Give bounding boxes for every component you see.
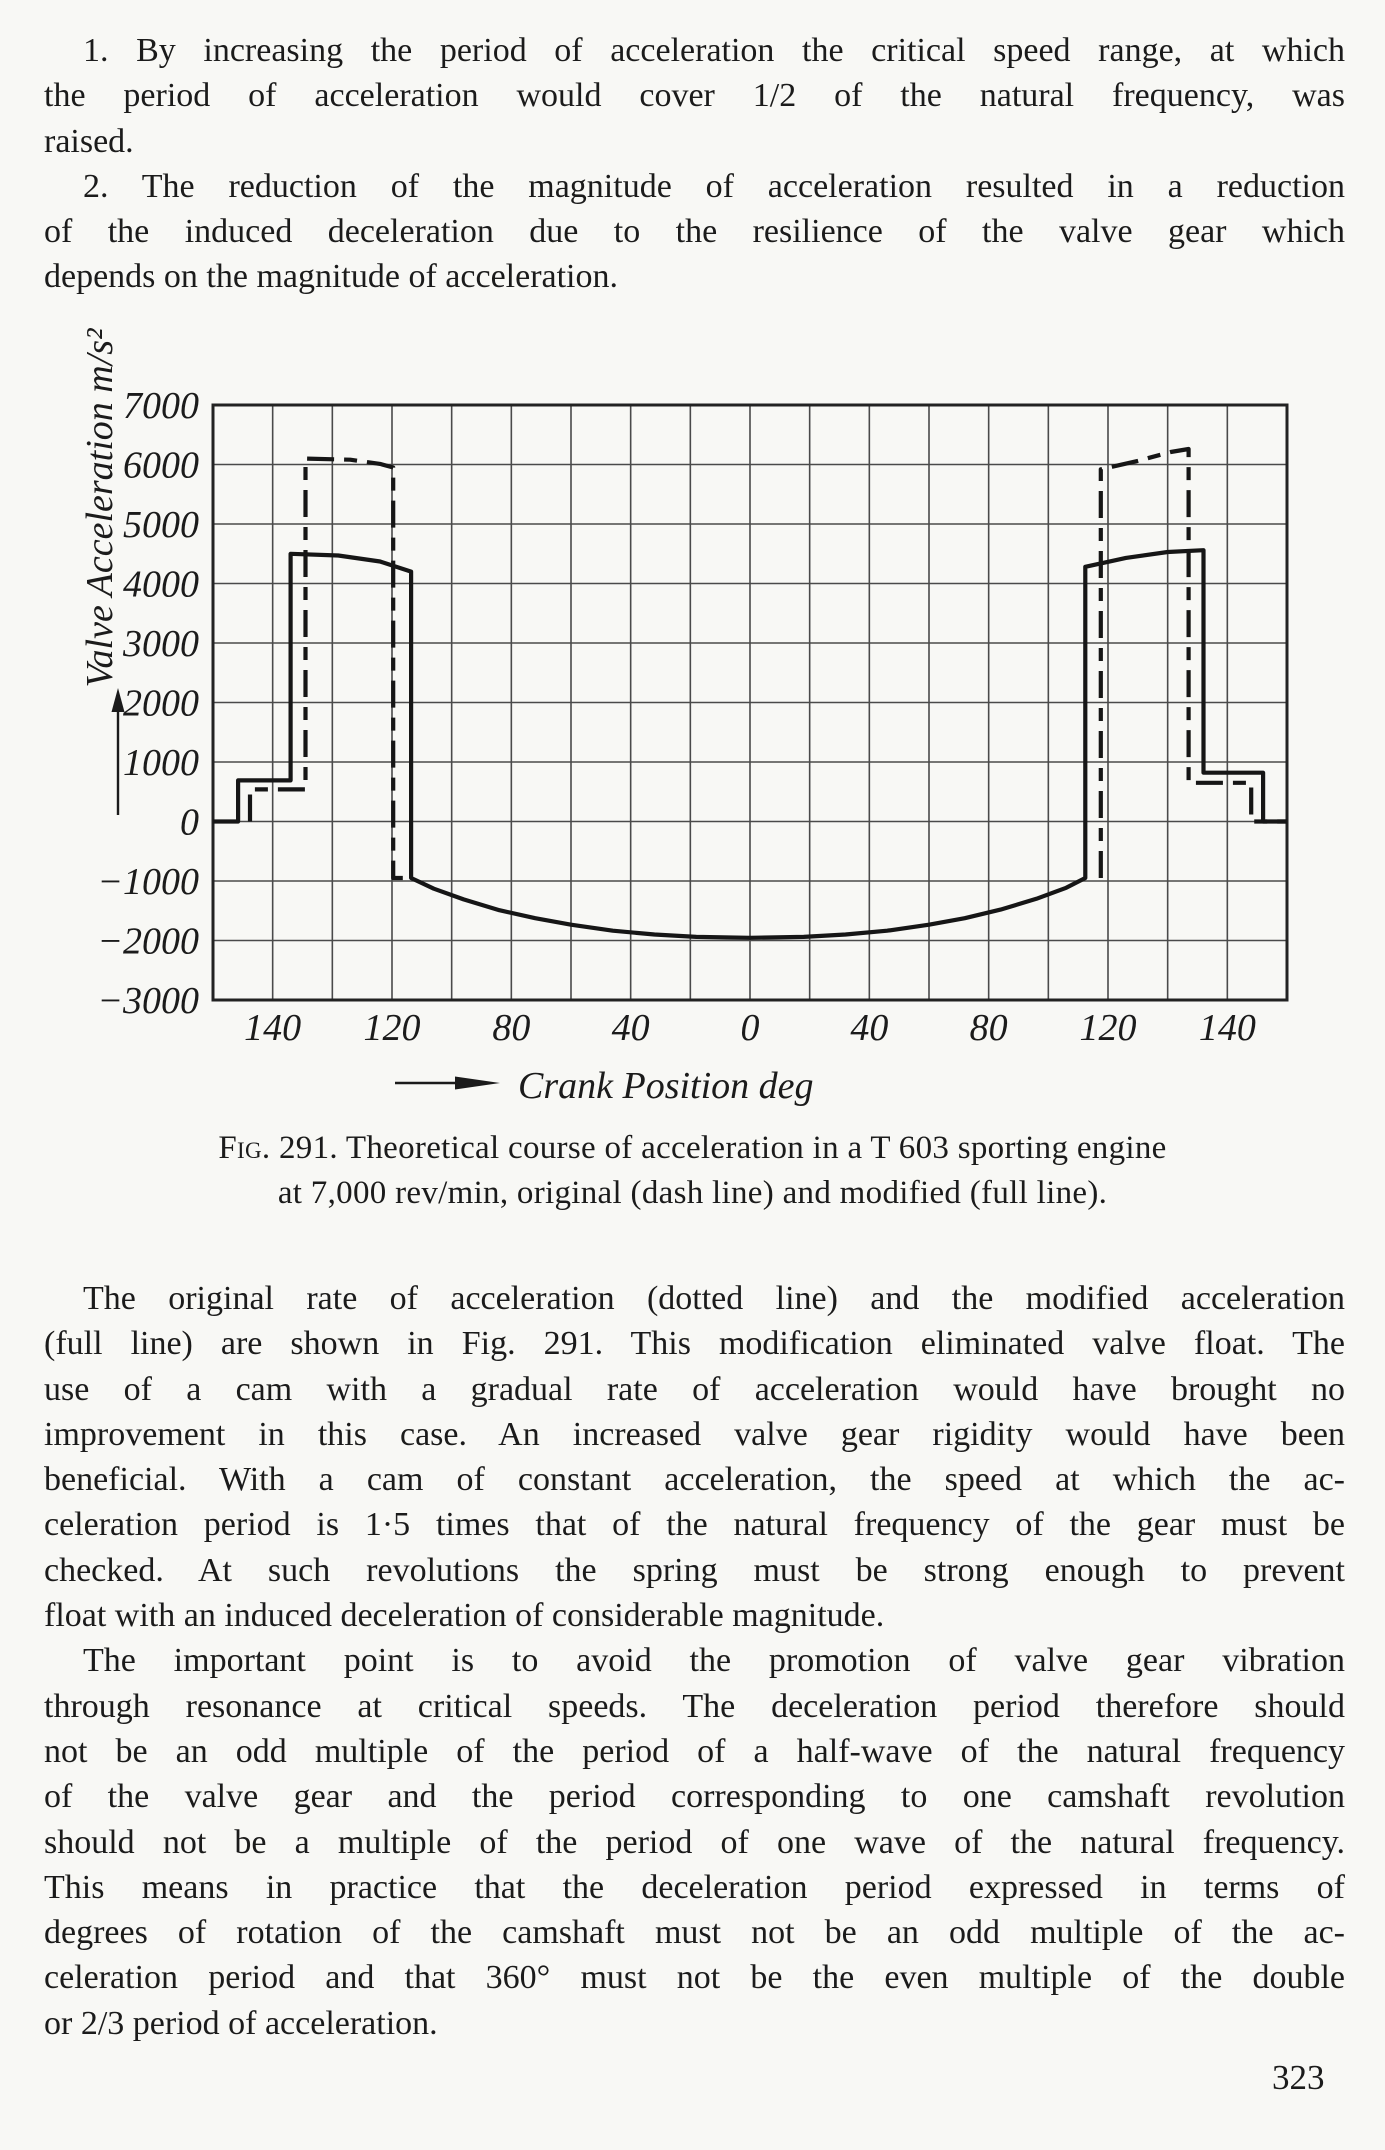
paragraph-line: raised. [44, 122, 134, 160]
y-tick-label: 3000 [122, 623, 199, 665]
page-number: 323 [1272, 2058, 1325, 2097]
paragraph-line: improvement in this case. An increased v… [44, 1415, 1345, 1453]
paragraph-line: not be an odd multiple of the period of … [44, 1732, 1345, 1770]
x-tick-label: 80 [970, 1007, 1008, 1049]
x-axis-arrow-head [455, 1076, 500, 1090]
paragraph-line: depends on the magnitude of acceleration… [44, 258, 618, 296]
paragraph-line: The important point is to avoid the prom… [83, 1642, 1345, 1680]
chart-grid [212, 404, 1288, 1001]
x-tick-label: 0 [741, 1007, 760, 1049]
paragraph-line: through resonance at critical speeds. Th… [44, 1687, 1345, 1725]
paragraph-line: the period of acceleration would cover 1… [44, 77, 1345, 115]
x-tick-label: 80 [492, 1007, 530, 1049]
paragraph-line: should not be a multiple of the period o… [44, 1823, 1345, 1861]
x-tick-label: 40 [612, 1007, 650, 1049]
figure-caption-text: Theoretical course of acceleration in a … [337, 1130, 1167, 1166]
y-tick-label: 6000 [123, 445, 199, 487]
acceleration-chart: 7000 6000 5000 4000 3000 2000 1000 0 −1000 −2000 −… [79, 328, 1289, 1107]
y-tick-label: 7000 [123, 385, 199, 427]
y-tick-label: 1000 [123, 742, 199, 784]
paragraph-line: checked. At such revolutions the spring … [44, 1551, 1345, 1589]
y-tick-label: −3000 [97, 980, 199, 1022]
paragraph-line: beneficial. With a cam of constant accel… [44, 1461, 1345, 1499]
paragraph-line: of the valve gear and the period corresp… [44, 1778, 1345, 1816]
x-tick-label: 120 [1080, 1007, 1137, 1049]
paragraph-line: or 2/3 period of acceleration. [44, 2004, 438, 2042]
y-tick-label: 0 [180, 802, 199, 844]
paragraph-line: use of a cam with a gradual rate of acce… [44, 1370, 1345, 1408]
y-axis-arrow-head [111, 688, 125, 712]
paragraph-line: 1. By increasing the period of accelerat… [83, 32, 1345, 69]
x-tick-label: 120 [364, 1007, 421, 1049]
plot-border [211, 403, 1289, 1002]
figure-caption-line2: at 7,000 rev/min, original (dash line) a… [277, 1175, 1108, 1211]
series-modified-full [213, 548, 1287, 940]
intro-paragraphs: 1. By increasing the period of accelerat… [44, 28, 1345, 300]
y-tick-label: −1000 [97, 861, 199, 903]
y-axis-ticks: 7000 6000 5000 4000 3000 2000 1000 0 −1000 −2000 −… [97, 385, 199, 1022]
y-tick-label: −2000 [97, 921, 199, 963]
y-tick-label: 4000 [123, 564, 199, 606]
x-axis-ticks: 140 120 80 40 0 40 80 120 140 [244, 1007, 1256, 1049]
paragraph-line: degrees of rotation of the camshaft must… [44, 1914, 1345, 1952]
y-axis-title: Valve Acceleration m/s² [79, 328, 121, 688]
x-tick-label: 140 [244, 1007, 301, 1049]
figure-caption: Fig. 291. Theoretical course of accelera… [150, 1126, 1235, 1216]
body-paragraphs: The original rate of acceleration (dotte… [44, 1276, 1345, 2046]
series-original-dashed [247, 456, 412, 881]
paragraph-line: The original rate of acceleration (dotte… [83, 1280, 1345, 1317]
y-tick-label: 2000 [123, 683, 199, 725]
paragraph-line: of the induced deceleration due to the r… [44, 213, 1345, 251]
figure-caption-line1: Fig. 291. Theoretical course of accelera… [150, 1126, 1235, 1171]
paragraph-line: celeration period is 1·5 times that of t… [44, 1506, 1345, 1544]
paragraph-line: (full line) are shown in Fig. 291. This … [44, 1325, 1345, 1363]
figure-label: Fig. 291. [218, 1130, 338, 1166]
paragraph-line: float with an induced deceleration of co… [44, 1597, 885, 1635]
series-original-dashed [1098, 446, 1287, 878]
paragraph-line: 2. The reduction of the magnitude of acc… [83, 167, 1345, 205]
paragraph-line: This means in practice that the decelera… [44, 1868, 1345, 1906]
x-tick-label: 40 [850, 1007, 888, 1049]
x-tick-label: 140 [1199, 1007, 1256, 1049]
y-tick-label: 5000 [123, 504, 199, 546]
paragraph-line: celeration period and that 360° must not… [44, 1959, 1345, 1997]
x-axis-title: Crank Position deg [518, 1065, 814, 1107]
